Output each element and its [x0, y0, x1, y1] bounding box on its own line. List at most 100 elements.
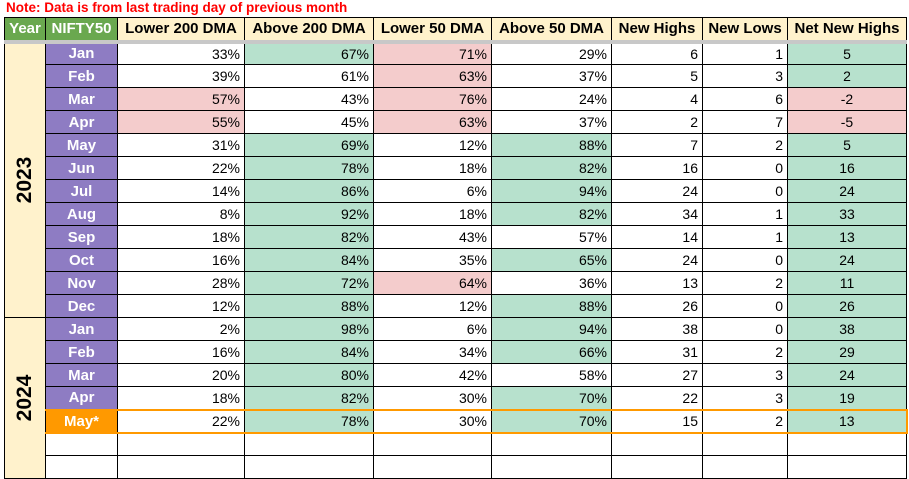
cell-above-200-dma[interactable]: 86%	[244, 179, 374, 203]
cell-new-lows[interactable]: 6	[702, 87, 788, 111]
cell-lower-50-dma[interactable]: 64%	[373, 271, 492, 295]
cell-net-new-highs[interactable]: 5	[787, 133, 907, 157]
cell-new-highs[interactable]: 15	[611, 408, 703, 434]
cell-above-50-dma[interactable]: 94%	[491, 317, 612, 341]
cell-new-lows[interactable]: 7	[702, 110, 788, 134]
cell-net-new-highs[interactable]: 38	[787, 317, 907, 341]
cell-lower-200-dma[interactable]: 12%	[117, 294, 245, 318]
empty-cell[interactable]	[45, 432, 118, 456]
cell-new-highs[interactable]: 4	[611, 87, 703, 111]
month-cell[interactable]: Jul	[45, 179, 118, 203]
cell-new-highs[interactable]: 16	[611, 156, 703, 180]
cell-above-50-dma[interactable]: 29%	[491, 41, 612, 65]
empty-cell[interactable]	[373, 432, 492, 456]
cell-new-highs[interactable]: 14	[611, 225, 703, 249]
cell-net-new-highs[interactable]: 16	[787, 156, 907, 180]
cell-above-50-dma[interactable]: 24%	[491, 87, 612, 111]
cell-above-50-dma[interactable]: 94%	[491, 179, 612, 203]
cell-net-new-highs[interactable]: 19	[787, 386, 907, 410]
empty-cell[interactable]	[244, 455, 374, 479]
cell-net-new-highs[interactable]: 24	[787, 248, 907, 272]
empty-cell[interactable]	[787, 455, 907, 479]
cell-lower-50-dma[interactable]: 30%	[373, 386, 492, 410]
cell-above-50-dma[interactable]: 82%	[491, 156, 612, 180]
cell-lower-50-dma[interactable]: 63%	[373, 64, 492, 88]
cell-lower-200-dma[interactable]: 55%	[117, 110, 245, 134]
column-header-lower-50-dma[interactable]: Lower 50 DMA	[373, 17, 492, 44]
cell-new-lows[interactable]: 1	[702, 41, 788, 65]
cell-above-50-dma[interactable]: 65%	[491, 248, 612, 272]
cell-above-50-dma[interactable]: 82%	[491, 202, 612, 226]
cell-above-200-dma[interactable]: 84%	[244, 340, 374, 364]
cell-above-200-dma[interactable]: 69%	[244, 133, 374, 157]
cell-new-highs[interactable]: 5	[611, 64, 703, 88]
cell-lower-50-dma[interactable]: 76%	[373, 87, 492, 111]
month-cell[interactable]: Apr	[45, 110, 118, 134]
cell-new-highs[interactable]: 6	[611, 41, 703, 65]
column-header-net-new-highs[interactable]: Net New Highs	[787, 17, 907, 44]
month-cell[interactable]: Mar	[45, 87, 118, 111]
cell-lower-50-dma[interactable]: 30%	[373, 408, 492, 434]
cell-net-new-highs[interactable]: 24	[787, 363, 907, 387]
column-header-year[interactable]: Year	[4, 17, 46, 44]
cell-lower-50-dma[interactable]: 18%	[373, 202, 492, 226]
cell-new-highs[interactable]: 27	[611, 363, 703, 387]
cell-new-lows[interactable]: 1	[702, 202, 788, 226]
cell-lower-50-dma[interactable]: 35%	[373, 248, 492, 272]
empty-cell[interactable]	[491, 455, 612, 479]
cell-lower-50-dma[interactable]: 34%	[373, 340, 492, 364]
month-cell[interactable]: Dec	[45, 294, 118, 318]
empty-cell[interactable]	[491, 432, 612, 456]
cell-lower-50-dma[interactable]: 12%	[373, 294, 492, 318]
cell-above-200-dma[interactable]: 92%	[244, 202, 374, 226]
cell-above-200-dma[interactable]: 80%	[244, 363, 374, 387]
column-header-above-200-dma[interactable]: Above 200 DMA	[244, 17, 374, 44]
cell-above-200-dma[interactable]: 82%	[244, 386, 374, 410]
cell-new-lows[interactable]: 0	[702, 248, 788, 272]
column-header-above-50-dma[interactable]: Above 50 DMA	[491, 17, 612, 44]
cell-new-highs[interactable]: 24	[611, 179, 703, 203]
column-header-index[interactable]: NIFTY50	[45, 17, 118, 44]
cell-lower-200-dma[interactable]: 22%	[117, 408, 245, 434]
cell-lower-200-dma[interactable]: 28%	[117, 271, 245, 295]
cell-new-highs[interactable]: 7	[611, 133, 703, 157]
cell-above-50-dma[interactable]: 88%	[491, 133, 612, 157]
cell-new-lows[interactable]: 3	[702, 64, 788, 88]
cell-above-50-dma[interactable]: 36%	[491, 271, 612, 295]
cell-net-new-highs[interactable]: 11	[787, 271, 907, 295]
cell-above-50-dma[interactable]: 37%	[491, 110, 612, 134]
cell-new-highs[interactable]: 34	[611, 202, 703, 226]
cell-above-200-dma[interactable]: 98%	[244, 317, 374, 341]
cell-above-50-dma[interactable]: 37%	[491, 64, 612, 88]
cell-new-highs[interactable]: 26	[611, 294, 703, 318]
cell-lower-200-dma[interactable]: 16%	[117, 340, 245, 364]
cell-above-50-dma[interactable]: 66%	[491, 340, 612, 364]
cell-lower-200-dma[interactable]: 57%	[117, 87, 245, 111]
empty-cell[interactable]	[611, 432, 703, 456]
empty-cell[interactable]	[373, 455, 492, 479]
column-header-new-highs[interactable]: New Highs	[611, 17, 703, 44]
month-cell[interactable]: Feb	[45, 340, 118, 364]
cell-net-new-highs[interactable]: -5	[787, 110, 907, 134]
cell-lower-50-dma[interactable]: 63%	[373, 110, 492, 134]
cell-lower-200-dma[interactable]: 22%	[117, 156, 245, 180]
cell-new-highs[interactable]: 13	[611, 271, 703, 295]
month-cell[interactable]: Apr	[45, 386, 118, 410]
cell-net-new-highs[interactable]: -2	[787, 87, 907, 111]
cell-net-new-highs[interactable]: 2	[787, 64, 907, 88]
cell-lower-200-dma[interactable]: 18%	[117, 225, 245, 249]
cell-net-new-highs[interactable]: 33	[787, 202, 907, 226]
cell-new-highs[interactable]: 2	[611, 110, 703, 134]
month-cell[interactable]: Sep	[45, 225, 118, 249]
month-cell[interactable]: Jan	[45, 317, 118, 341]
cell-lower-200-dma[interactable]: 14%	[117, 179, 245, 203]
cell-above-200-dma[interactable]: 43%	[244, 87, 374, 111]
cell-new-highs[interactable]: 24	[611, 248, 703, 272]
month-cell[interactable]: Jan	[45, 41, 118, 65]
month-cell[interactable]: Feb	[45, 64, 118, 88]
cell-new-lows[interactable]: 0	[702, 294, 788, 318]
cell-above-50-dma[interactable]: 70%	[491, 386, 612, 410]
cell-new-lows[interactable]: 0	[702, 179, 788, 203]
cell-lower-50-dma[interactable]: 18%	[373, 156, 492, 180]
cell-new-highs[interactable]: 31	[611, 340, 703, 364]
